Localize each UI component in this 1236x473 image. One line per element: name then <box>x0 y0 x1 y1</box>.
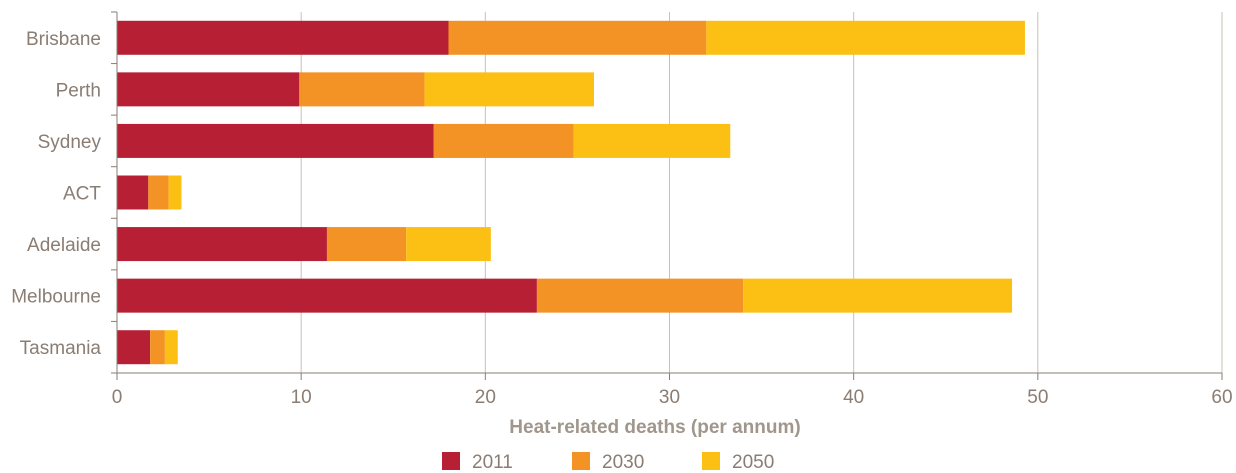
category-label: Adelaide <box>27 235 101 256</box>
x-axis: 0 10 20 30 40 50 60 <box>112 372 1233 408</box>
x-tick-label: 20 <box>475 387 496 408</box>
category-label: Brisbane <box>26 29 101 50</box>
bar-tasmania-2011 <box>117 330 151 365</box>
x-tick-label: 50 <box>1027 387 1048 408</box>
bar-melbourne-2030 <box>536 278 744 313</box>
x-tick-label: 10 <box>291 387 312 408</box>
x-axis-label: Heat-related deaths (per annum) <box>509 417 800 438</box>
bar-perth-2030 <box>299 72 425 107</box>
category-label: Tasmania <box>20 338 102 359</box>
legend-item-2011: 2011 <box>442 452 513 473</box>
bar-brisbane-2011 <box>117 20 449 55</box>
x-tick-label: 30 <box>659 387 680 408</box>
bar-brisbane-2050 <box>706 20 1025 55</box>
legend-label: 2011 <box>472 452 513 473</box>
bar-act-2011 <box>117 175 149 210</box>
legend-item-2050: 2050 <box>702 452 774 473</box>
bar-sydney-2050 <box>573 123 731 158</box>
bar-adelaide-2030 <box>326 227 407 262</box>
bar-brisbane-2030 <box>448 20 707 55</box>
x-tick-label: 60 <box>1211 387 1232 408</box>
legend-label: 2050 <box>732 452 774 473</box>
x-tick-label: 40 <box>843 387 864 408</box>
legend-label: 2030 <box>602 452 644 473</box>
bar-melbourne-2050 <box>743 278 1013 313</box>
bar-perth-2050 <box>424 72 594 107</box>
bar-sydney-2011 <box>117 123 434 158</box>
bars <box>117 20 1025 365</box>
legend-swatch <box>702 452 720 470</box>
x-tick-label: 0 <box>112 387 123 408</box>
bar-melbourne-2011 <box>117 278 537 313</box>
bar-act-2050 <box>168 175 182 210</box>
category-label: ACT <box>63 184 101 205</box>
legend: 2011 2030 2050 <box>442 452 774 473</box>
category-label: Perth <box>56 80 101 101</box>
bar-act-2030 <box>148 175 169 210</box>
bar-adelaide-2050 <box>406 227 491 262</box>
bar-tasmania-2050 <box>164 330 178 365</box>
y-axis: Brisbane Perth Sydney ACT Adelaide Melbourne T… <box>11 11 118 374</box>
bar-perth-2011 <box>117 72 300 107</box>
legend-swatch <box>442 452 460 470</box>
category-label: Sydney <box>38 132 102 153</box>
bar-tasmania-2030 <box>150 330 165 365</box>
bar-adelaide-2011 <box>117 227 327 262</box>
bar-sydney-2030 <box>433 123 574 158</box>
category-label: Melbourne <box>11 287 101 308</box>
legend-swatch <box>572 452 590 470</box>
legend-item-2030: 2030 <box>572 452 644 473</box>
grid-lines <box>300 12 1223 373</box>
